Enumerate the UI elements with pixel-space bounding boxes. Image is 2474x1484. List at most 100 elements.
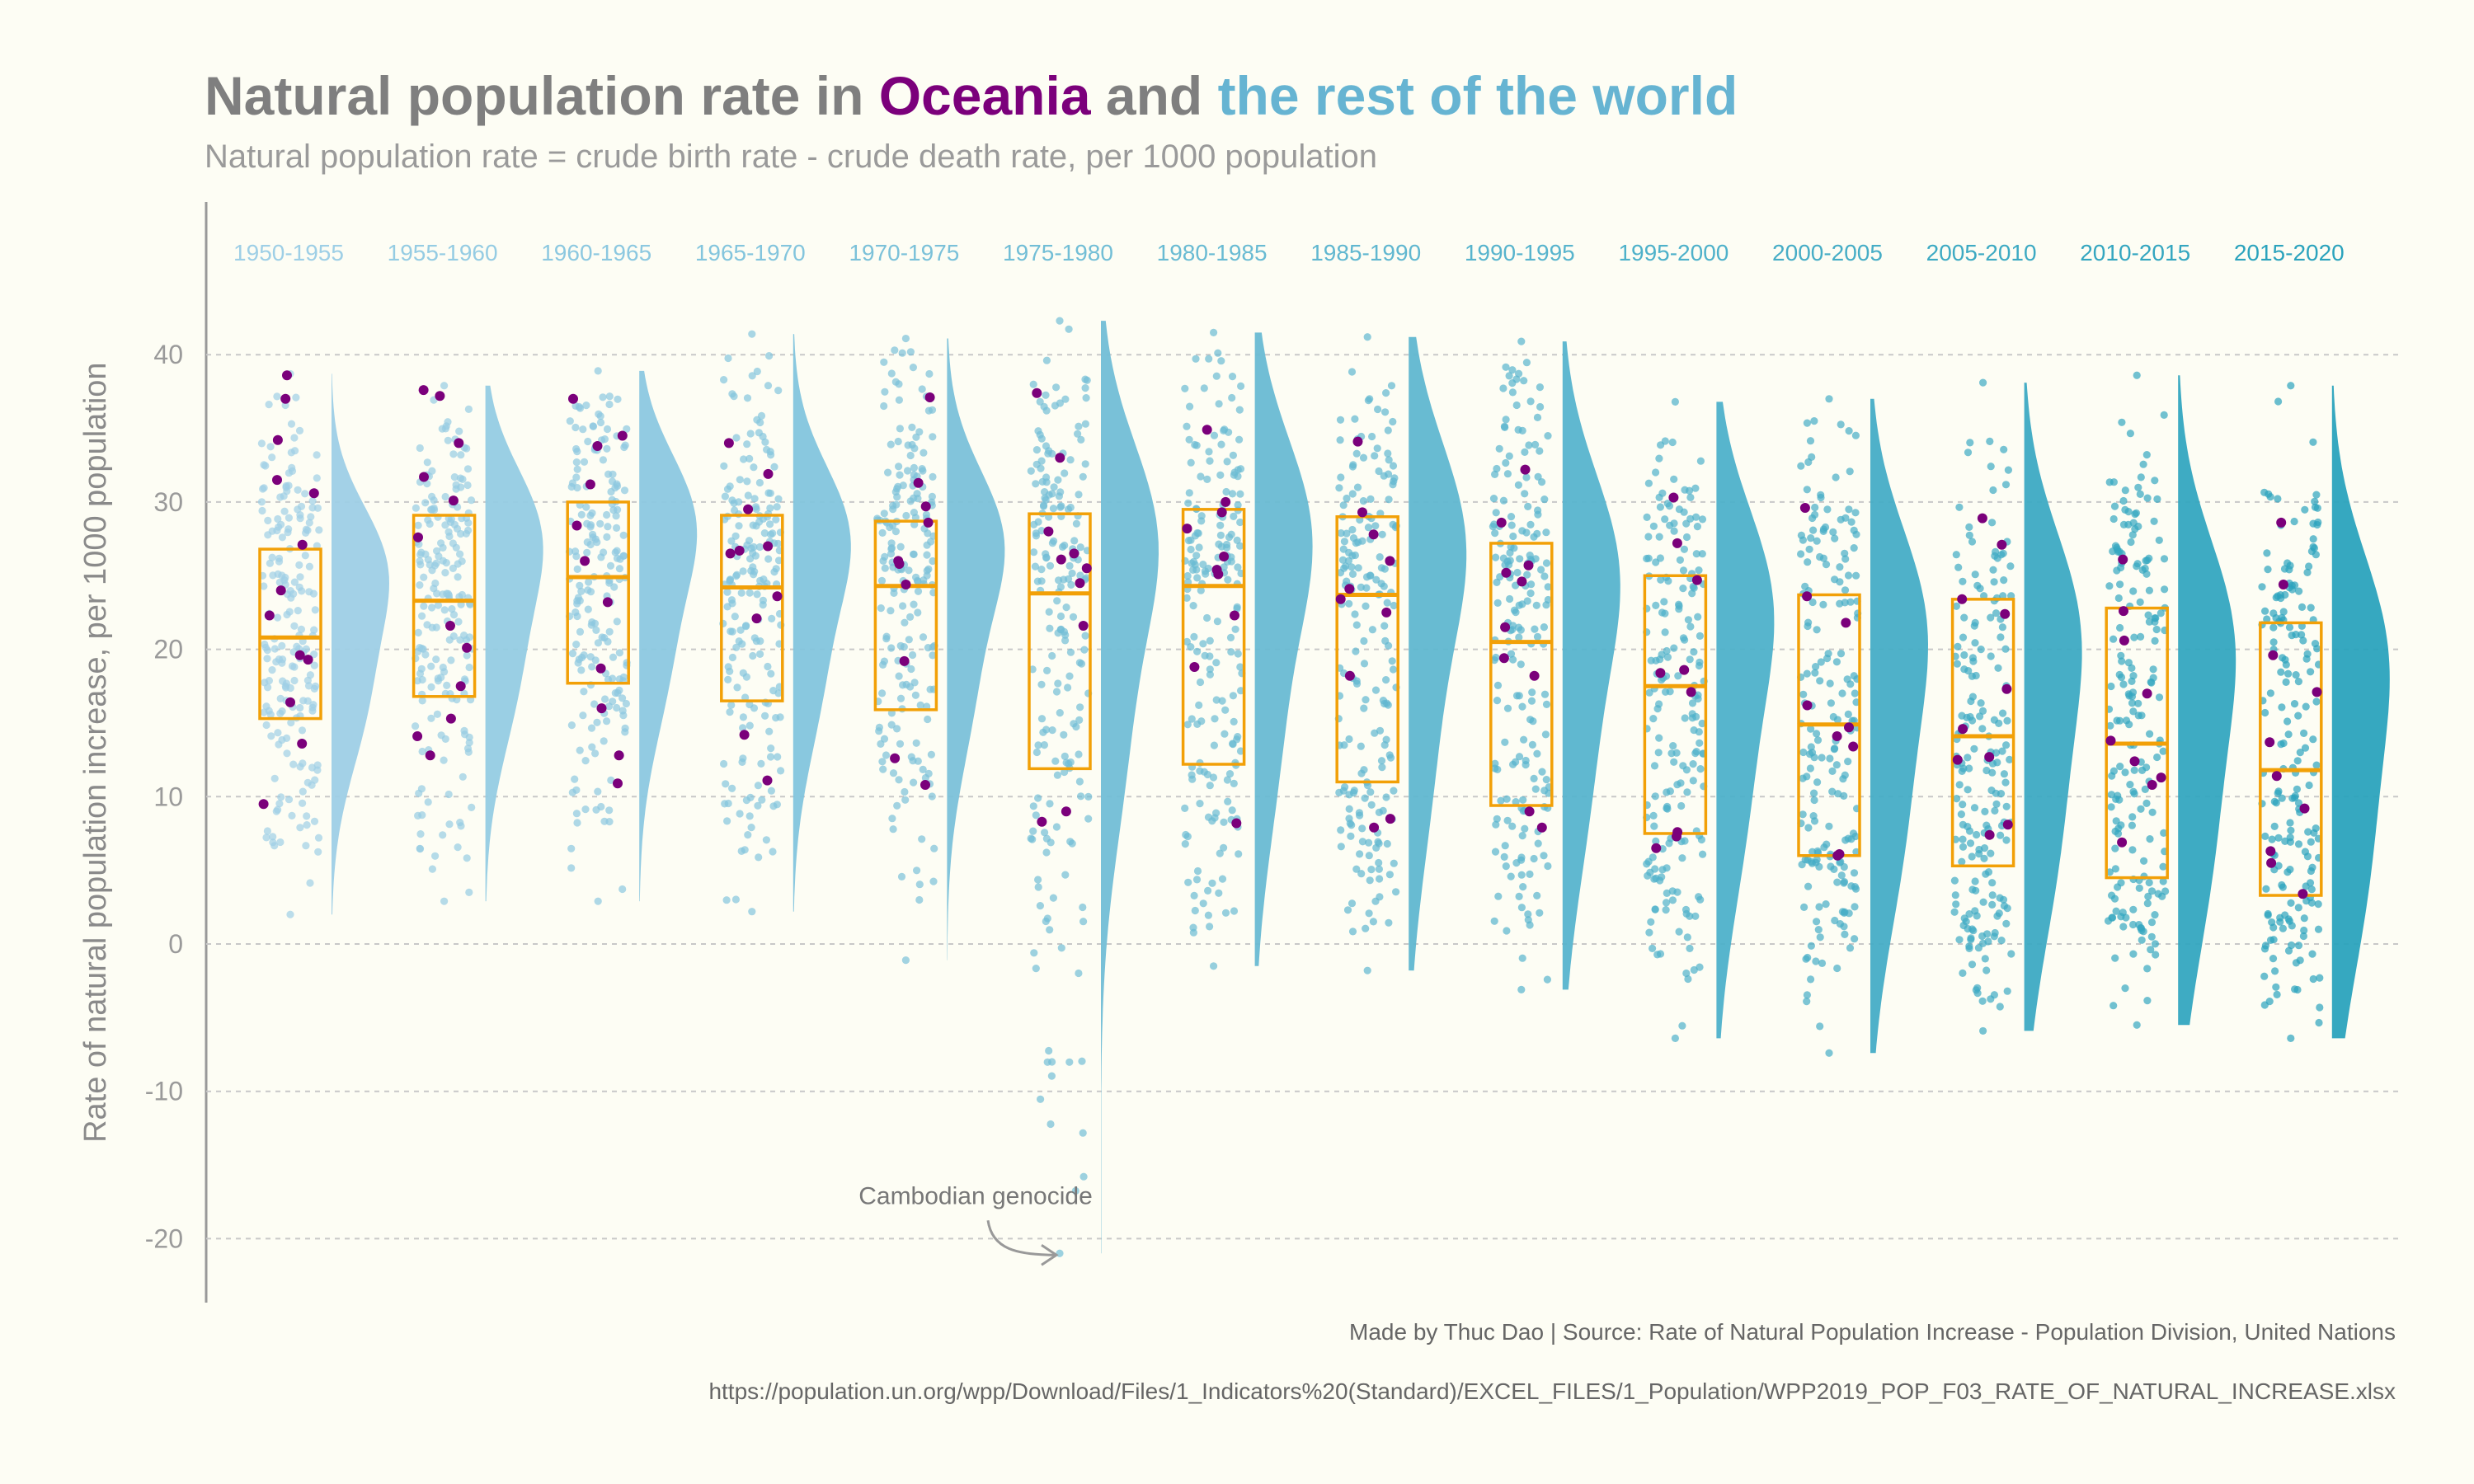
world-point [2131, 510, 2139, 519]
world-point [1040, 741, 1048, 749]
world-point [1987, 849, 1995, 857]
world-point [1220, 426, 1228, 435]
world-point [2130, 766, 2138, 774]
world-point [1959, 969, 1967, 977]
world-point [1082, 394, 1090, 402]
world-point [749, 521, 757, 529]
oceania-point [455, 681, 466, 692]
world-point [2128, 531, 2137, 539]
world-point [278, 641, 286, 650]
world-point-min [1979, 1026, 1987, 1036]
world-point [1951, 891, 1959, 899]
world-point [1970, 804, 1979, 812]
world-point [2279, 654, 2287, 662]
world-point [1673, 781, 1681, 789]
violin-shape [947, 338, 1005, 960]
world-point [1852, 571, 1860, 580]
world-point [1079, 1129, 1087, 1137]
oceania-point [448, 495, 459, 506]
world-point [2288, 794, 2297, 802]
world-point [435, 552, 443, 561]
oceania-point [1061, 806, 1071, 817]
world-point [1379, 697, 1387, 705]
world-point [1365, 909, 1373, 918]
oceania-point [1496, 517, 1507, 528]
oceania-point [1686, 687, 1696, 697]
world-point [879, 660, 887, 669]
world-point [443, 681, 451, 690]
world-point [1970, 744, 1978, 753]
world-point [1049, 894, 1057, 902]
violin-shape [485, 385, 543, 902]
world-point [1690, 726, 1698, 735]
world-point [745, 700, 754, 709]
world-point [260, 582, 268, 590]
world-point [763, 580, 771, 588]
world-point [2302, 702, 2310, 711]
oceania-point [435, 391, 445, 402]
world-point [605, 400, 614, 409]
world-point [599, 456, 608, 464]
world-point [750, 542, 758, 552]
category-label: 1960-1965 [541, 240, 651, 265]
world-point [2286, 838, 2294, 846]
world-point [733, 683, 741, 692]
world-point [912, 433, 920, 441]
world-point [1847, 518, 1856, 526]
world-point [773, 503, 781, 511]
world-point [1356, 850, 1364, 858]
world-point [1826, 679, 1834, 688]
world-point [604, 523, 612, 531]
world-point [1668, 438, 1677, 447]
world-point [1028, 835, 1037, 843]
world-point [1523, 571, 1531, 579]
world-point [611, 484, 619, 492]
world-point [906, 348, 915, 356]
world-point [449, 450, 458, 458]
world-point [258, 506, 266, 515]
world-point [1533, 413, 1542, 421]
world-point [1220, 818, 1228, 826]
world-point [2121, 768, 2129, 777]
world-point [742, 622, 750, 630]
world-point [1810, 417, 1818, 425]
world-point [1375, 808, 1383, 817]
world-point-min [901, 956, 910, 965]
world-point [1061, 752, 1069, 761]
world-point [290, 676, 299, 685]
world-point [294, 607, 302, 615]
world-point [1832, 473, 1840, 481]
oceania-point [282, 370, 292, 381]
world-point [1061, 871, 1070, 879]
world-point [1373, 444, 1381, 453]
world-point [1230, 717, 1238, 726]
world-point [2117, 879, 2125, 887]
world-point [573, 819, 581, 827]
world-point [2312, 551, 2320, 559]
world-point [465, 739, 473, 747]
world-point [2129, 950, 2138, 958]
box [412, 514, 477, 698]
world-point [2315, 1018, 2323, 1027]
world-point [746, 555, 755, 563]
world-point [751, 503, 760, 511]
world-point [1528, 740, 1536, 749]
world-point [1675, 928, 1683, 936]
world-point [909, 364, 917, 372]
world-point [449, 632, 458, 641]
oceania-point [1189, 662, 1200, 672]
world-point [604, 470, 613, 478]
world-point [1953, 795, 1961, 803]
world-point [433, 710, 442, 718]
world-point [613, 618, 621, 626]
world-point [1205, 355, 1213, 363]
world-point [918, 385, 926, 393]
oceania-point [613, 778, 623, 789]
oceania-point [1230, 610, 1239, 621]
world-point-min [2287, 1034, 2295, 1042]
world-point [2284, 915, 2293, 923]
world-point [1181, 384, 1189, 392]
world-point [1809, 526, 1818, 534]
world-point [1195, 543, 1203, 552]
world-point [2307, 866, 2315, 876]
